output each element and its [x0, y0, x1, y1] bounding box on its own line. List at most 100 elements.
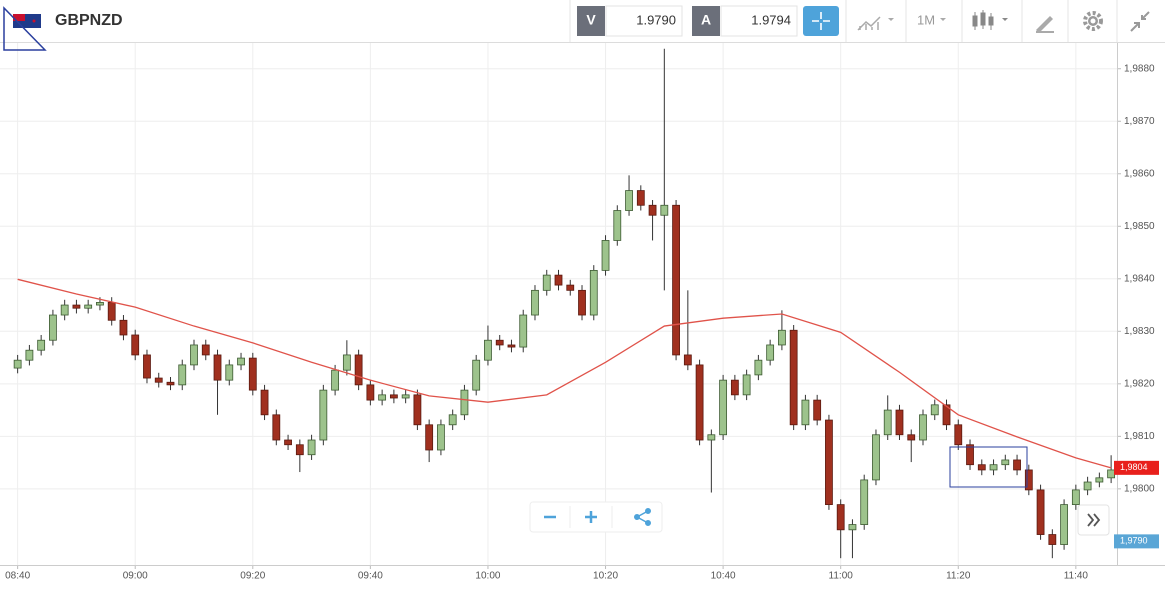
candle-body [1001, 459, 1010, 466]
y-tick-label: 1,9820 [1124, 378, 1155, 389]
candle-body [272, 414, 281, 441]
crosshair-button[interactable] [803, 6, 839, 36]
candle-body [566, 284, 575, 291]
candle-body [60, 304, 69, 316]
settings-button[interactable] [1083, 11, 1103, 31]
candle-body [989, 464, 998, 471]
ask-label: A [701, 12, 711, 28]
candle-body [754, 359, 763, 376]
candle-body [883, 409, 892, 436]
candle-body [84, 304, 93, 309]
candle-body [366, 384, 375, 401]
candle-body [907, 434, 916, 441]
candle-body [589, 269, 598, 316]
candle-body [237, 357, 245, 366]
candle-body [954, 424, 963, 446]
zoom-in-button[interactable] [585, 511, 597, 523]
y-tick-label: 1,9870 [1124, 116, 1155, 127]
candle-body [695, 364, 704, 441]
y-tick-label: 1,9880 [1124, 63, 1155, 74]
candle-body [201, 344, 210, 356]
candle-body [625, 190, 633, 211]
bid-badge [577, 6, 605, 36]
plot-area: 1,9880 1,9870 1,9860 1,9850 1,9840 1,9830 1,98… [0, 43, 1165, 582]
y-tick-label: 1,9810 [1124, 431, 1155, 442]
y-tick-label: 1,9860 [1124, 168, 1155, 179]
candle-style-button[interactable] [972, 10, 1008, 30]
x-tick-label: 11:20 [946, 571, 971, 582]
candle-body [789, 329, 798, 426]
price-label: 1,9804 [1120, 462, 1148, 472]
timeframe[interactable]: 1M [917, 12, 935, 27]
price-label: 1,9790 [1120, 536, 1148, 546]
collapse-button[interactable] [1130, 11, 1150, 32]
candle-body [977, 464, 986, 471]
candle-body [154, 377, 163, 383]
candle-body [613, 210, 622, 241]
price-label-box [1114, 534, 1159, 549]
share-button[interactable] [634, 508, 651, 526]
candle-body [413, 394, 422, 426]
candle-body [648, 204, 657, 216]
drawn-rectangle [949, 446, 1028, 488]
candle-body [919, 414, 927, 441]
candle-body [119, 319, 128, 336]
y-tick-label: 1,9830 [1124, 326, 1155, 337]
candle-body [1095, 477, 1104, 483]
bid-label: V [586, 12, 596, 28]
candle-body [295, 444, 304, 456]
candle-body [190, 344, 198, 366]
chart-type-button[interactable] [857, 16, 894, 31]
x-tick-label: 10:40 [711, 571, 736, 582]
candle-body [519, 314, 528, 348]
candle-body [307, 439, 316, 456]
candle-body [848, 524, 857, 531]
candle-body [660, 204, 669, 216]
corner-marker [3, 6, 47, 51]
candle-body [131, 334, 140, 356]
candle-body [37, 339, 46, 351]
draw-tool-button[interactable] [1036, 16, 1054, 33]
candle-body [342, 354, 351, 371]
candle-body [636, 190, 645, 206]
ask-box[interactable] [720, 5, 798, 37]
candle-body [354, 354, 363, 386]
candle-body [872, 434, 880, 481]
x-tick-label: 09:20 [240, 571, 265, 582]
scroll-right-button[interactable] [1077, 504, 1110, 536]
candle-body [825, 419, 833, 506]
candle-body [96, 302, 104, 306]
zoom-widget [529, 501, 663, 533]
candle-body [554, 274, 563, 286]
candle-body [813, 399, 822, 421]
candle-body [166, 381, 175, 386]
candle-body [448, 414, 457, 426]
instrument-name: GBPNZD [55, 12, 123, 29]
candle-body [801, 399, 810, 426]
candle-body [601, 240, 610, 271]
candle-body [860, 479, 869, 525]
candle-body [542, 274, 551, 291]
candle-body [378, 394, 387, 401]
candle-body [319, 389, 328, 441]
bid-box[interactable] [605, 5, 683, 37]
candle-body [1024, 469, 1033, 491]
y-tick-label: 1,9840 [1124, 273, 1155, 284]
candle-body [25, 349, 34, 361]
x-tick-label: 11:40 [1064, 571, 1089, 582]
toolbar: GBPNZD V 1.9790 A 1.9794 1M [0, 0, 1165, 51]
candle-body [1083, 481, 1092, 491]
candle-body [672, 204, 680, 356]
candle-body [49, 314, 57, 341]
candle-body [107, 302, 116, 321]
candle-body [178, 364, 187, 386]
candle-body [495, 339, 504, 346]
candle-body [1013, 459, 1021, 471]
candle-body [13, 359, 22, 369]
bid-price: 1.9790 [636, 12, 676, 27]
y-tick-label: 1,9800 [1124, 483, 1155, 494]
candle-body [425, 424, 434, 451]
candle-body [460, 389, 469, 416]
